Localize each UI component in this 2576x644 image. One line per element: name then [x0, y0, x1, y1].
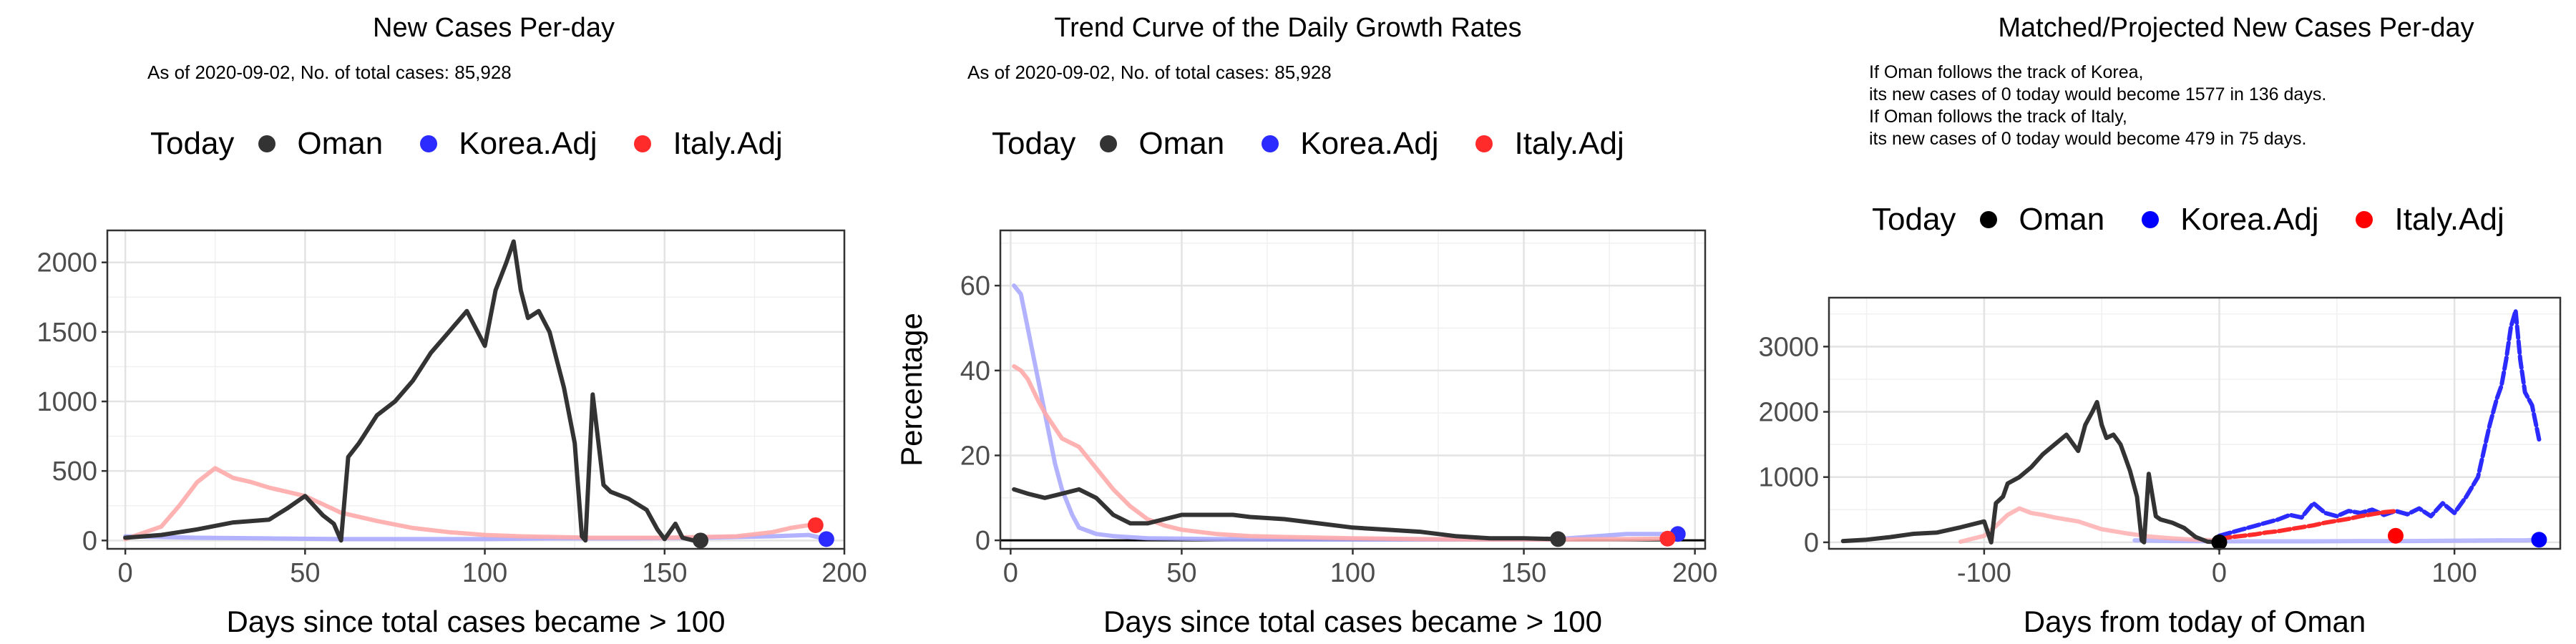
legend-label-oman: Oman	[297, 126, 384, 161]
series-line-oman	[1840, 399, 2222, 545]
chart-title: New Cases Per-day	[373, 13, 615, 43]
legend-label-korea: Korea.Adj	[1300, 126, 1439, 161]
chart-subtitle: As of 2020-09-02, No. of total cases: 85…	[147, 62, 512, 83]
legend-label-oman: Oman	[2019, 202, 2105, 237]
plot-frame	[1828, 296, 2562, 550]
y-tick-label: 0	[1804, 528, 1819, 558]
x-tick-label: 100	[462, 558, 507, 588]
today-point-oman	[693, 532, 709, 549]
projection-note-line: its new cases of 0 today would become 47…	[1869, 129, 2307, 149]
x-tick-label: 200	[1672, 558, 1717, 588]
y-tick-label: 40	[960, 356, 990, 386]
x-tick-label: 150	[642, 558, 687, 588]
plot-frame	[999, 229, 1707, 550]
x-tick-label: 50	[1166, 558, 1196, 588]
chart-panel-growth-rates: Trend Curve of the Daily Growth Rates As…	[859, 0, 1717, 644]
x-axis-label: Days since total cases became > 100	[1103, 605, 1602, 638]
legend-key-italy	[2356, 211, 2373, 228]
legend-key-italy	[634, 135, 652, 152]
series-group	[1840, 308, 2542, 545]
today-point-italy-adj	[2387, 527, 2404, 544]
plot-frame	[106, 229, 846, 550]
legend-title: Today	[992, 126, 1076, 161]
x-tick-label: 200	[821, 558, 867, 588]
x-tick-label: 150	[1501, 558, 1546, 588]
chart-panel-projected: Matched/Projected New Cases Per-day If O…	[1717, 0, 2576, 644]
x-tick-label: 0	[2212, 558, 2227, 588]
y-tick-label: 60	[960, 271, 990, 301]
today-point-korea-adj	[818, 531, 834, 547]
series-line-korea-adj	[2217, 308, 2542, 538]
y-tick-label: 0	[82, 526, 97, 556]
series-line-korea-adj	[123, 532, 829, 542]
legend-label-korea: Korea.Adj	[459, 126, 597, 161]
series-line-oman	[1012, 487, 1561, 542]
x-axis-label: Days from today of Oman	[2024, 605, 2366, 638]
y-tick-label: 2000	[36, 248, 97, 278]
today-point-italy-adj	[1659, 530, 1676, 547]
y-tick-label: 1000	[36, 387, 97, 417]
legend: Today Oman Korea.Adj Italy.Adj	[150, 126, 820, 162]
legend: Today Oman Korea.Adj Italy.Adj	[992, 126, 1662, 162]
today-point-italy-adj	[807, 517, 824, 533]
projection-note: If Oman follows the track of Korea, its …	[1869, 62, 2326, 150]
y-tick-label: 2000	[1758, 398, 1819, 428]
legend-key-oman	[1100, 135, 1118, 152]
legend-label-italy: Italy.Adj	[673, 126, 783, 161]
x-tick-label: 50	[290, 558, 320, 588]
series-line-italy-adj	[2217, 509, 2398, 542]
chart-subtitle: As of 2020-09-02, No. of total cases: 85…	[967, 62, 1332, 83]
y-tick-label: 1500	[36, 318, 97, 348]
legend-key-korea	[420, 135, 438, 152]
series-line-italy-adj-matched-	[1958, 506, 2222, 544]
today-point-oman	[1550, 531, 1566, 547]
x-tick-label: -100	[1957, 558, 2011, 588]
legend-label-italy: Italy.Adj	[2394, 202, 2504, 237]
chart-panel-new-cases: New Cases Per-day As of 2020-09-02, No. …	[0, 0, 859, 644]
today-point-oman	[2211, 534, 2228, 550]
y-tick-label: 500	[52, 457, 97, 487]
projection-note-line: If Oman follows the track of Korea,	[1869, 62, 2144, 82]
y-tick-label: 0	[975, 526, 990, 556]
y-tick-label: 20	[960, 441, 990, 471]
projection-note-line: its new cases of 0 today would become 15…	[1869, 84, 2327, 104]
legend: Today Oman Korea.Adj Italy.Adj	[1872, 202, 2542, 238]
legend-label-korea: Korea.Adj	[2180, 202, 2319, 237]
today-point-korea-adj	[2531, 532, 2547, 548]
y-tick-label: 3000	[1758, 332, 1819, 362]
x-tick-label: 100	[2431, 558, 2477, 588]
y-tick-label: 1000	[1758, 463, 1819, 493]
legend-key-korea	[1262, 135, 1279, 152]
series-line-italy-adj	[123, 466, 811, 542]
legend-key-oman	[1980, 211, 1998, 228]
legend-label-oman: Oman	[1138, 126, 1225, 161]
series-group	[1012, 283, 1680, 542]
chart-title: Matched/Projected New Cases Per-day	[1998, 13, 2474, 43]
x-axis-label: Days since total cases became > 100	[227, 605, 726, 638]
legend-key-oman	[258, 135, 276, 152]
series-group	[123, 239, 829, 543]
x-tick-label: 0	[1003, 558, 1018, 588]
chart-title: Trend Curve of the Daily Growth Rates	[1054, 13, 1522, 43]
x-tick-label: 0	[118, 558, 133, 588]
x-tick-label: 100	[1330, 558, 1375, 588]
legend-label-italy: Italy.Adj	[1514, 126, 1624, 161]
legend-key-korea	[2142, 211, 2160, 228]
legend-key-italy	[1475, 135, 1493, 152]
plot-2: 0 50 100 150 200 0 20 40 60 Days since total case…	[894, 229, 1717, 638]
series-line-oman	[123, 239, 703, 543]
legend-title: Today	[150, 126, 235, 161]
y-axis-label: Percentage	[894, 313, 928, 467]
projection-note-line: If Oman follows the track of Italy,	[1869, 107, 2127, 127]
legend-title: Today	[1872, 202, 1956, 237]
